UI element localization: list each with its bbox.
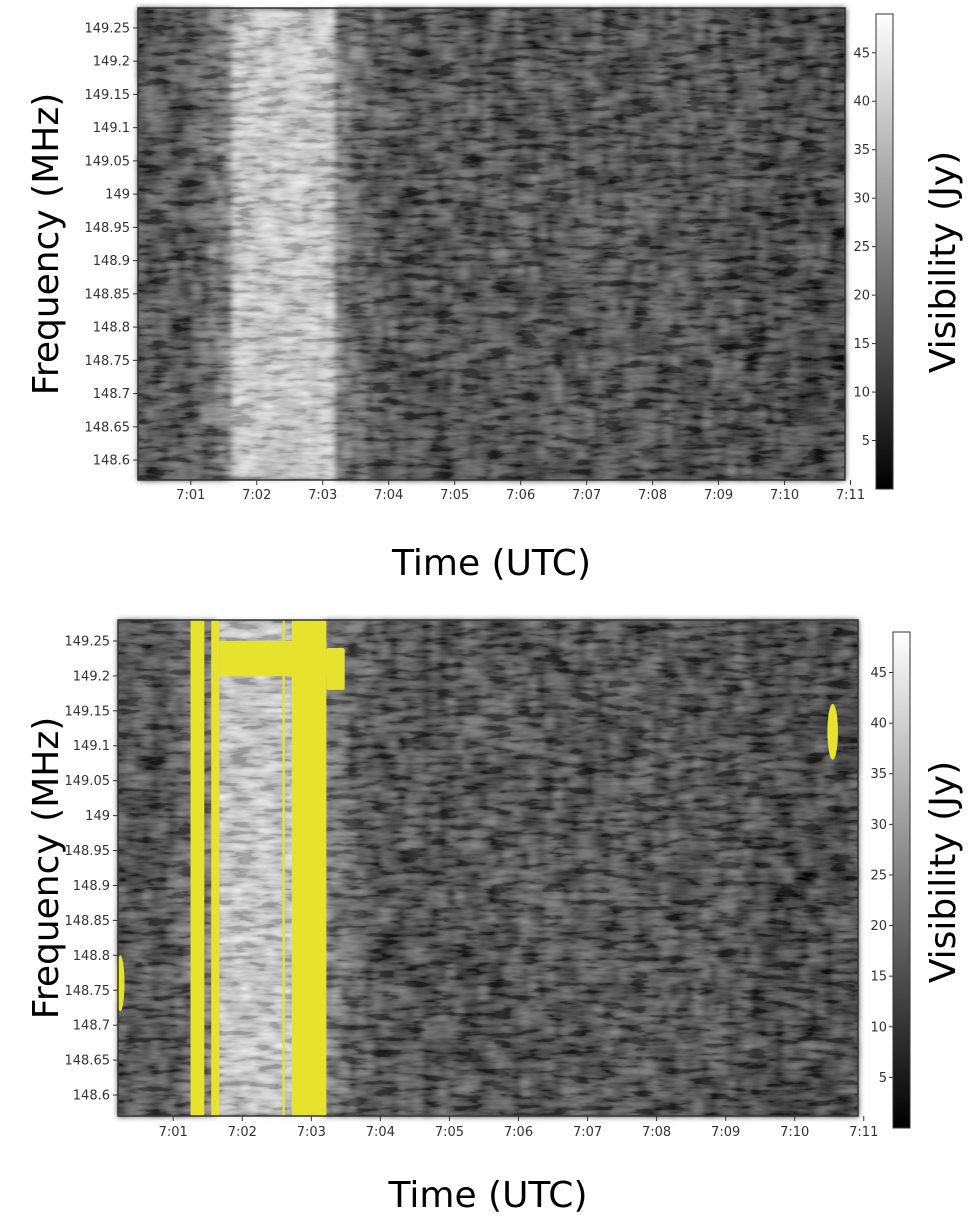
- colorbar-tick-label: 25: [853, 240, 870, 255]
- y-tick-label: 149.05: [65, 774, 111, 789]
- x-tick-label: 7:06: [506, 488, 535, 503]
- x-axis-ticks: 7:01 7:02 7:03 7:04 7:05 7:06 7:07 7:08 7:09 7:10…: [176, 480, 865, 503]
- x-tick-label: 7:04: [374, 488, 403, 503]
- y-axis-label: Frequency (MHz): [26, 93, 67, 396]
- y-tick-label: 148.75: [65, 984, 111, 999]
- x-axis-label: Time (UTC): [387, 1175, 587, 1216]
- y-tick-label: 148.6: [73, 1089, 110, 1104]
- colorbar-label: Visibility (Jy): [923, 151, 964, 373]
- y-tick-label: 148.85: [65, 914, 111, 929]
- x-tick-label: 7:04: [366, 1125, 395, 1140]
- x-tick-label: 7:06: [504, 1125, 533, 1140]
- colorbar-tick-label: 45: [870, 666, 887, 681]
- heatmap-panel-top: 7:01 7:02 7:03 7:04 7:05 7:06 7:07 7:08 7:09 7:10…: [26, 7, 964, 584]
- y-tick-label: 149.2: [73, 669, 110, 684]
- x-tick-label: 7:07: [572, 488, 601, 503]
- y-tick-label: 148.8: [73, 949, 110, 964]
- colorbar-tick-label: 30: [870, 818, 887, 833]
- y-tick-label: 149.25: [65, 634, 111, 649]
- x-tick-label: 7:09: [704, 488, 733, 503]
- colorbar-label: Visibility (Jy): [923, 761, 964, 983]
- flagged-region: [211, 620, 220, 1116]
- x-tick-label: 7:02: [242, 488, 271, 503]
- plot-frame: [117, 619, 859, 1117]
- colorbar-tick-label: 5: [862, 434, 870, 449]
- y-axis-ticks: 149.25 149.2 149.15 149.1 149.05 149 148.95 148…: [65, 634, 118, 1104]
- colorbar-tick-label: 20: [853, 289, 870, 304]
- colorbar-tick-label: 45: [853, 46, 870, 61]
- flagged-region: [326, 647, 345, 690]
- x-tick-label: 7:11: [836, 488, 865, 503]
- colorbar-tick-label: 5: [879, 1071, 887, 1086]
- x-axis-ticks: 7:01 7:02 7:03 7:04 7:05 7:06 7:07 7:08 7:09 7:10…: [159, 1116, 878, 1140]
- heatmap-image: [138, 8, 846, 481]
- y-tick-label: 148.65: [85, 420, 131, 435]
- flagged-region: [282, 620, 285, 1116]
- y-tick-label: 149: [105, 188, 130, 203]
- x-tick-label: 7:05: [435, 1125, 464, 1140]
- y-tick-label: 149: [85, 809, 110, 824]
- y-tick-label: 148.9: [73, 879, 110, 894]
- flagged-region: [291, 620, 327, 1116]
- y-tick-label: 148.6: [93, 454, 130, 469]
- y-tick-label: 148.75: [85, 354, 131, 369]
- y-tick-label: 149.15: [65, 704, 111, 719]
- x-tick-label: 7:01: [176, 488, 205, 503]
- y-tick-label: 149.25: [85, 21, 131, 36]
- colorbar-tick-label: 35: [853, 143, 870, 158]
- x-tick-label: 7:02: [228, 1125, 257, 1140]
- y-tick-label: 148.95: [65, 844, 111, 859]
- colorbar-tick-label: 40: [870, 717, 887, 732]
- y-tick-label: 149.1: [73, 739, 110, 754]
- x-tick-label: 7:03: [308, 488, 337, 503]
- colorbar-tick-label: 25: [870, 868, 887, 883]
- x-tick-label: 7:01: [159, 1125, 188, 1140]
- y-axis-ticks: 149.25 149.2 149.15 149.1 149.05 149 148.95 148…: [85, 21, 138, 469]
- colorbar-tick-label: 35: [870, 767, 887, 782]
- colorbar-gradient: [875, 13, 894, 490]
- y-tick-label: 148.65: [65, 1054, 111, 1069]
- colorbar-tick-label: 10: [853, 386, 870, 401]
- colorbar: 5 10 15 20 25 30 35 40 45: [870, 631, 911, 1129]
- colorbar-tick-label: 40: [853, 95, 870, 110]
- colorbar-tick-label: 15: [870, 970, 887, 985]
- colorbar: 5 10 15 20 25 30 35 40 45: [853, 13, 894, 490]
- y-tick-label: 148.85: [85, 287, 131, 302]
- y-tick-label: 148.9: [93, 254, 130, 269]
- x-tick-label: 7:10: [770, 488, 799, 503]
- y-axis-label: Frequency (MHz): [26, 717, 67, 1020]
- x-tick-label: 7:08: [642, 1125, 671, 1140]
- colorbar-tick-label: 30: [853, 192, 870, 207]
- y-tick-label: 149.05: [85, 154, 131, 169]
- heatmap-panel-bottom: 7:01 7:02 7:03 7:04 7:05 7:06 7:07 7:08 7:09 7:10…: [26, 619, 964, 1216]
- x-tick-label: 7:03: [297, 1125, 326, 1140]
- x-tick-label: 7:05: [440, 488, 469, 503]
- heatmap-texture: [118, 620, 858, 1116]
- y-tick-label: 148.7: [73, 1019, 110, 1034]
- x-tick-label: 7:10: [780, 1125, 809, 1140]
- y-tick-label: 148.8: [93, 321, 130, 336]
- colorbar-gradient: [892, 631, 911, 1129]
- y-tick-label: 149.1: [93, 121, 130, 136]
- x-tick-label: 7:07: [573, 1125, 602, 1140]
- heatmap-texture: [138, 8, 845, 480]
- y-tick-label: 148.95: [85, 221, 131, 236]
- flagged-region: [190, 620, 205, 1116]
- y-tick-label: 149.15: [85, 88, 131, 103]
- colorbar-tick-label: 15: [853, 337, 870, 352]
- heatmap-image: [118, 620, 859, 1117]
- x-tick-label: 7:11: [849, 1125, 878, 1140]
- flagged-regions: [116, 620, 838, 1116]
- flagged-region: [827, 703, 838, 760]
- x-tick-label: 7:08: [638, 488, 667, 503]
- flagged-region: [219, 640, 327, 676]
- colorbar-tick-label: 10: [870, 1020, 887, 1035]
- x-tick-label: 7:09: [711, 1125, 740, 1140]
- y-tick-label: 148.7: [93, 387, 130, 402]
- y-tick-label: 149.2: [93, 55, 130, 70]
- colorbar-tick-label: 20: [870, 919, 887, 934]
- x-axis-label: Time (UTC): [391, 543, 591, 584]
- plot-frame: [137, 7, 846, 481]
